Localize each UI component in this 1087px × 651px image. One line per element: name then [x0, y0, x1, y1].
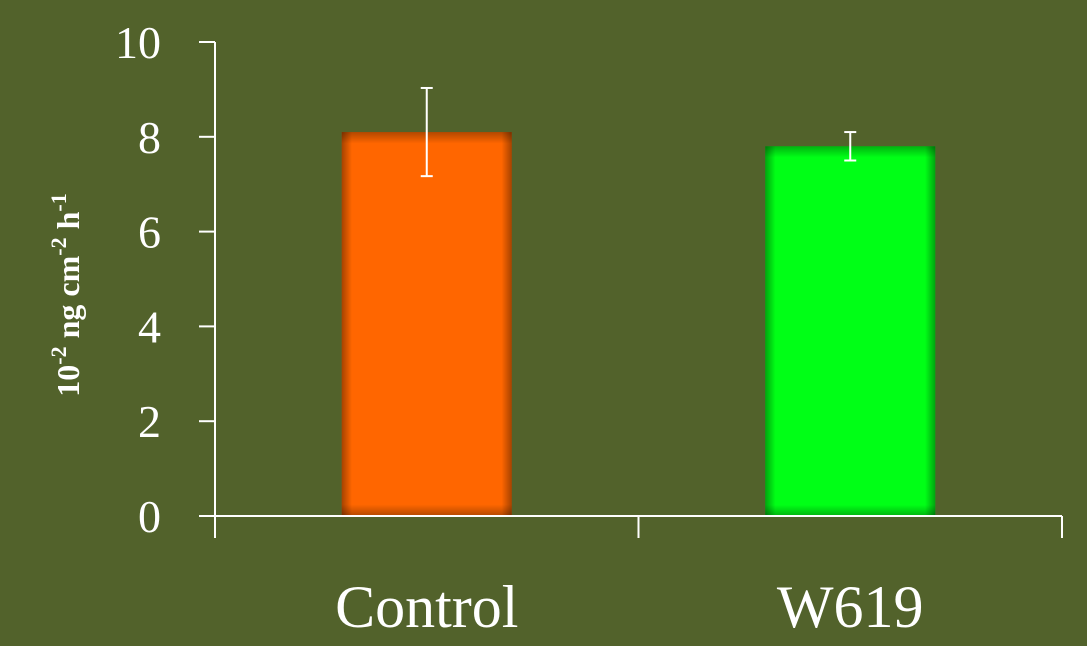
y-axis-label-exp1: -2	[46, 346, 71, 364]
y-axis-label-mid2: h	[50, 211, 86, 237]
bar-shade-v-control	[342, 132, 512, 516]
y-tick-label: 10	[115, 17, 161, 68]
x-tick-label-w619: W619	[777, 574, 924, 640]
bar-shade-v-w619	[765, 146, 935, 516]
y-tick-label: 4	[138, 301, 161, 352]
y-tick-label: 8	[138, 112, 161, 163]
y-axis-label-base: 10	[50, 365, 86, 397]
x-tick-label-control: Control	[335, 574, 518, 640]
y-axis-label-exp3: -1	[46, 193, 71, 211]
y-axis-label-exp2: -2	[46, 237, 71, 255]
y-tick-label: 0	[138, 491, 161, 542]
y-tick-label: 6	[138, 207, 161, 258]
y-axis-label: 10-2 ng cm-2 h-1	[46, 193, 86, 396]
y-axis-label-mid1: ng cm	[50, 255, 86, 346]
y-tick-label: 2	[138, 396, 161, 447]
